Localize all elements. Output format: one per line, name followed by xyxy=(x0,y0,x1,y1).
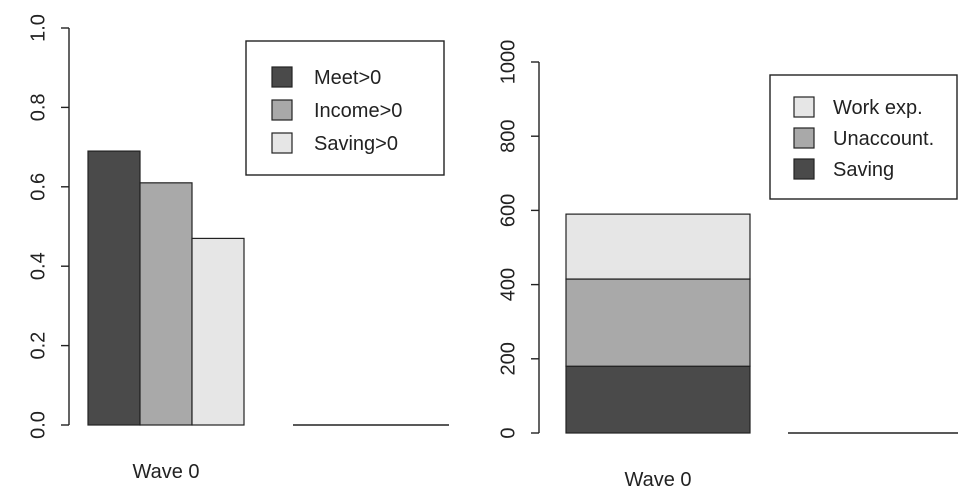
left-category-label: Wave 0 xyxy=(132,461,199,483)
right-legend-label: Saving xyxy=(833,159,894,181)
left-y-tick-label: 0.2 xyxy=(27,332,49,360)
right-bar-segment xyxy=(565,278,751,367)
right-legend-label: Unaccount. xyxy=(833,128,934,150)
right-y-tick-label: 200 xyxy=(497,342,519,375)
right-chart: 0 200 400 600 800 1000 Wave 0 Work exp. Unaccoun… xyxy=(497,40,958,491)
left-legend-label: Income>0 xyxy=(314,100,402,122)
left-y-tick-label: 0.0 xyxy=(27,411,49,439)
left-bar xyxy=(87,150,141,426)
left-bar xyxy=(191,237,245,426)
right-legend-swatch xyxy=(793,127,815,149)
left-y-tick-label: 0.6 xyxy=(27,173,49,201)
right-legend-swatch xyxy=(793,96,815,118)
left-legend-label: Saving>0 xyxy=(314,133,398,155)
left-legend-swatch xyxy=(271,99,293,121)
left-legend-swatch xyxy=(271,66,293,88)
right-category-label: Wave 0 xyxy=(624,469,691,491)
left-y-tick-label: 0.4 xyxy=(27,252,49,280)
right-y-tick-label: 600 xyxy=(497,194,519,227)
right-legend-swatch xyxy=(793,158,815,180)
right-bar-segment xyxy=(565,213,751,280)
left-chart: 0.0 0.2 0.4 0.6 0.8 1.0 Wave 0 Meet>0 Income>0 Sa… xyxy=(27,14,449,483)
right-y-tick-label: 400 xyxy=(497,268,519,301)
left-legend-swatch xyxy=(271,132,293,154)
right-legend-label: Work exp. xyxy=(833,97,923,119)
left-bar xyxy=(139,182,193,426)
left-legend xyxy=(245,40,445,176)
left-y-tick-label: 0.8 xyxy=(27,93,49,121)
right-bar-segment xyxy=(565,365,751,434)
left-legend-label: Meet>0 xyxy=(314,67,381,89)
right-y-tick-label: 800 xyxy=(497,120,519,153)
left-y-tick-label: 1.0 xyxy=(27,14,49,42)
right-y-tick-label: 0 xyxy=(497,427,519,438)
right-y-tick-label: 1000 xyxy=(497,40,519,85)
